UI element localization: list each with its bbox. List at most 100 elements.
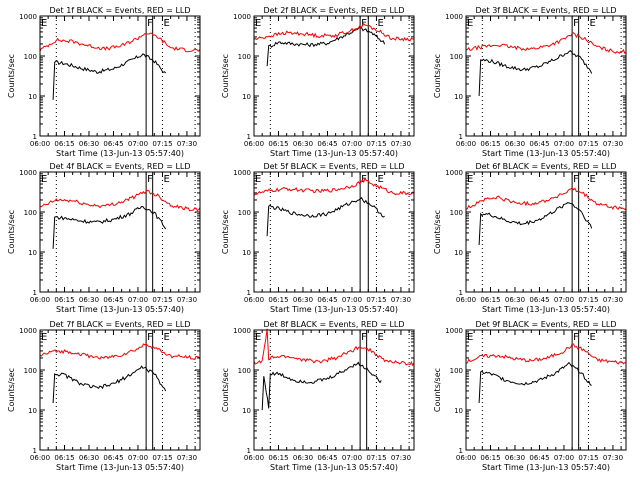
marker-label: F [361,18,367,29]
series-line-events [478,361,592,404]
y-tick-label: 100 [450,367,463,375]
x-axis-label: Start Time (13-Jun-13 05:57:40) [270,463,398,472]
marker-label: E [163,332,169,343]
marker-label: F [147,18,153,29]
x-axis-label: Start Time (13-Jun-13 05:57:40) [482,305,610,314]
y-tick-label: 10 [454,407,463,415]
x-tick-label: 06:00 [30,296,50,304]
x-tick-label: 07:00 [554,296,574,304]
y-tick-label: 1 [33,133,37,141]
y-tick-label: 1000 [445,13,463,21]
x-tick-label: 06:45 [529,296,549,304]
marker-label: E [589,332,595,343]
x-tick-label: 06:15 [268,140,288,148]
x-tick-label: 06:30 [505,296,525,304]
x-axis-label: Start Time (13-Jun-13 05:57:40) [56,149,184,158]
x-tick-label: 06:45 [103,296,123,304]
x-tick-label: 06:30 [79,140,99,148]
x-tick-label: 06:00 [30,140,50,148]
x-tick-label: 07:30 [177,454,197,462]
x-axis-label: Start Time (13-Jun-13 05:57:40) [56,463,184,472]
x-tick-label: 07:30 [391,296,411,304]
y-tick-label: 1 [459,447,463,455]
marker-label: E [41,332,47,343]
y-tick-label: 1000 [233,327,251,335]
x-tick-label: 07:15 [152,296,172,304]
plot-frame [465,171,627,293]
x-tick-label: 06:30 [293,296,313,304]
x-axis-label: Start Time (13-Jun-13 05:57:40) [270,305,398,314]
marker-label: F [147,174,153,185]
series-line-events [52,53,167,100]
series-line-events [266,196,385,237]
marker-label: E [467,18,473,29]
panel-title: Det 5f BLACK = Events, RED = LLD [263,162,404,171]
y-tick-label: 100 [450,209,463,217]
marker-label: E [589,18,595,29]
y-tick-label: 1000 [445,169,463,177]
series-line-events [261,361,382,411]
x-tick-label: 07:00 [342,296,362,304]
y-tick-label: 10 [242,407,251,415]
panel-title: Det 2f BLACK = Events, RED = LLD [263,6,404,15]
y-tick-label: 1 [33,289,37,297]
y-tick-label: 1000 [233,13,251,21]
series-line-lld [39,32,201,53]
panel-title: Det 6f BLACK = Events, RED = LLD [475,162,616,171]
y-tick-label: 100 [450,53,463,61]
y-axis-label: Counts/sec [221,368,230,412]
y-tick-label: 100 [238,209,251,217]
marker-label: E [255,18,261,29]
x-tick-label: 07:00 [342,140,362,148]
x-tick-label: 07:30 [177,140,197,148]
series-line-lld [465,32,627,54]
y-tick-label: 10 [242,93,251,101]
y-tick-label: 100 [24,53,37,61]
y-axis-label: Counts/sec [221,210,230,254]
y-tick-label: 1 [33,447,37,455]
plot-frame [465,329,627,451]
x-tick-label: 06:15 [480,296,500,304]
y-tick-label: 1 [459,289,463,297]
x-tick-label: 06:15 [268,296,288,304]
x-tick-label: 06:15 [54,454,74,462]
x-tick-label: 07:15 [578,296,598,304]
x-tick-label: 06:15 [480,140,500,148]
x-tick-label: 07:30 [603,140,623,148]
marker-label: F [573,18,579,29]
x-tick-label: 07:30 [177,296,197,304]
x-tick-label: 07:00 [128,454,148,462]
x-tick-label: 06:00 [30,454,50,462]
x-tick-label: 06:45 [317,454,337,462]
panel-title: Det 4f BLACK = Events, RED = LLD [49,162,190,171]
plot-frame [253,15,415,137]
plot-frame [253,329,415,451]
x-tick-label: 06:00 [456,140,476,148]
series-line-lld [39,343,201,360]
x-tick-label: 07:00 [128,296,148,304]
y-tick-label: 10 [454,249,463,257]
panel-title: Det 1f BLACK = Events, RED = LLD [49,6,190,15]
x-tick-label: 06:15 [54,140,74,148]
x-tick-label: 06:00 [456,296,476,304]
series-line-lld [253,23,415,42]
x-tick-label: 06:00 [244,454,264,462]
series-line-events [266,26,386,67]
y-tick-label: 10 [242,249,251,257]
y-tick-label: 1000 [233,169,251,177]
marker-label: F [573,332,579,343]
marker-label: E [255,332,261,343]
y-axis-label: Counts/sec [7,210,16,254]
plot-frame [465,15,627,137]
x-axis-label: Start Time (13-Jun-13 05:57:40) [56,305,184,314]
x-tick-label: 06:45 [103,140,123,148]
x-tick-label: 07:30 [391,454,411,462]
plot-frame [39,329,201,451]
y-axis-label: Counts/sec [433,210,442,254]
x-tick-label: 06:30 [505,454,525,462]
